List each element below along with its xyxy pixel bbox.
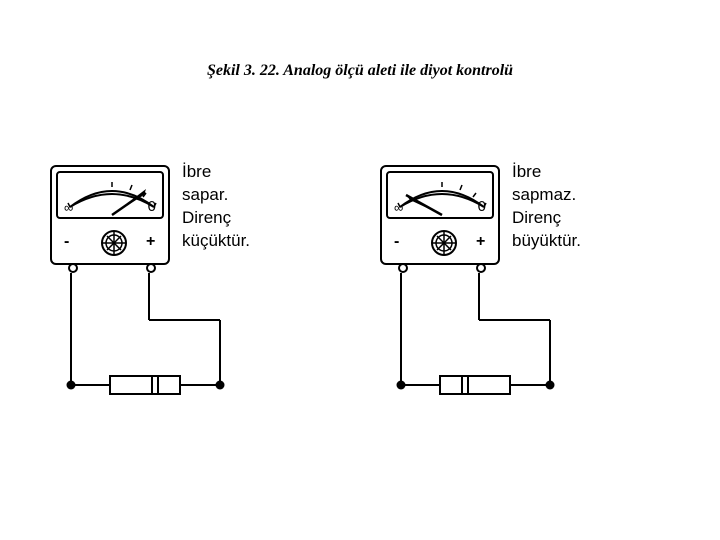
- panel-left: ∞ 0 - + İbre sapar. Direnç küçüktür.: [50, 165, 170, 265]
- wiring-left: [50, 265, 350, 465]
- wiring-right: [380, 265, 680, 465]
- gauge-area-right: ∞ 0: [386, 171, 494, 219]
- zero-label-right: 0: [478, 198, 486, 215]
- meter-box-right: ∞ 0 - +: [380, 165, 500, 265]
- zero-label-left: 0: [148, 198, 156, 215]
- panel-right: ∞ 0 - + İbre sapmaz. Direnç büyüktür.: [380, 165, 500, 265]
- figure-title: Şekil 3. 22. Analog ölçü aleti ile diyot…: [0, 62, 720, 80]
- minus-sign-right: -: [394, 233, 399, 251]
- infinity-label-left: ∞: [64, 200, 73, 215]
- plus-sign-right: +: [476, 233, 485, 251]
- gauge-area-left: ∞ 0: [56, 171, 164, 219]
- minus-sign-left: -: [64, 233, 69, 251]
- caption-right: İbre sapmaz. Direnç büyüktür.: [512, 161, 581, 253]
- dial-knob-right: [430, 229, 458, 257]
- caption-left: İbre sapar. Direnç küçüktür.: [182, 161, 250, 253]
- plus-sign-left: +: [146, 233, 155, 251]
- meter-box-left: ∞ 0 - +: [50, 165, 170, 265]
- dial-knob-left: [100, 229, 128, 257]
- infinity-label-right: ∞: [394, 200, 403, 215]
